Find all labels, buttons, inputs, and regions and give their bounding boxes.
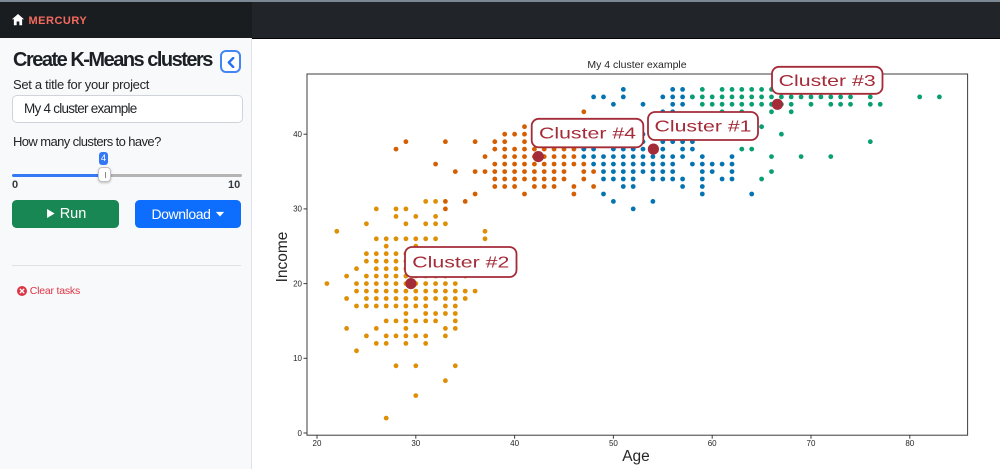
svg-text:50: 50 xyxy=(609,439,618,448)
svg-text:40: 40 xyxy=(510,439,519,448)
svg-text:Income: Income xyxy=(274,232,291,283)
svg-text:20: 20 xyxy=(313,439,322,448)
svg-text:60: 60 xyxy=(708,439,717,448)
svg-text:Cluster #3: Cluster #3 xyxy=(779,73,876,90)
svg-text:Cluster #4: Cluster #4 xyxy=(539,126,636,143)
svg-text:70: 70 xyxy=(807,439,816,448)
svg-text:30: 30 xyxy=(293,205,302,214)
svg-text:Cluster #2: Cluster #2 xyxy=(412,255,509,272)
svg-text:Cluster #1: Cluster #1 xyxy=(655,119,752,136)
svg-text:40: 40 xyxy=(293,130,302,139)
svg-text:0: 0 xyxy=(298,429,303,438)
svg-text:Age: Age xyxy=(622,448,650,465)
svg-text:My 4 cluster example: My 4 cluster example xyxy=(587,59,686,71)
svg-text:20: 20 xyxy=(293,279,302,288)
svg-text:10: 10 xyxy=(293,354,302,363)
svg-text:80: 80 xyxy=(905,439,914,448)
svg-text:30: 30 xyxy=(411,439,420,448)
